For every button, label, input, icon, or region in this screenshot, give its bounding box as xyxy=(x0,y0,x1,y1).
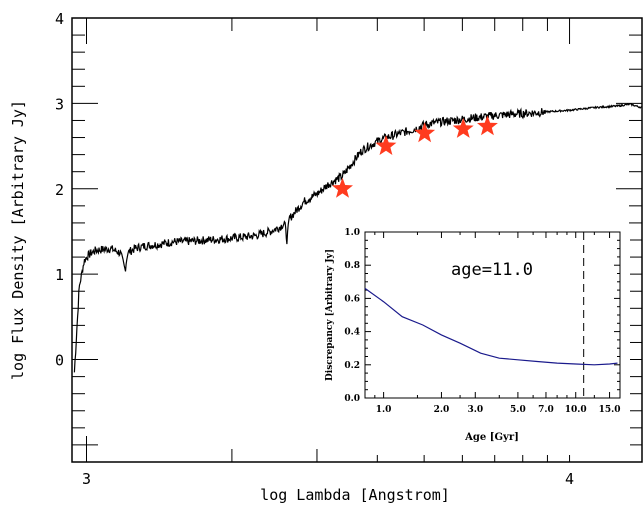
inset-x-tick-label: 3.0 xyxy=(467,405,483,415)
y-tick-label: 1 xyxy=(55,266,64,284)
spectrum-line xyxy=(73,103,643,373)
inset-y-tick-label: 0.2 xyxy=(344,361,360,371)
inset-x-tick-label: 15.0 xyxy=(599,405,621,415)
y-tick-label: 4 xyxy=(55,10,64,28)
star-marker xyxy=(452,118,474,138)
star-marker xyxy=(414,122,436,143)
main-y-axis-label: log Flux Density [Arbitrary Jy] xyxy=(9,100,27,380)
star-marker xyxy=(375,135,397,155)
discrepancy-curve xyxy=(364,287,618,366)
inset-axis-ticks xyxy=(365,231,620,399)
x-tick-label: 3 xyxy=(82,470,91,488)
star-marker xyxy=(477,115,498,136)
inset-y-tick-label: 0.6 xyxy=(344,294,360,304)
inset-y-tick-label: 1.0 xyxy=(344,228,360,238)
age-annotation: age=11.0 xyxy=(451,260,533,280)
inset-x-tick-label: 7.0 xyxy=(538,405,554,415)
photometry-markers xyxy=(332,115,498,198)
inset-y-tick-label: 0.8 xyxy=(344,261,360,271)
y-tick-label: 0 xyxy=(55,352,64,370)
inset-x-tick-label: 10.0 xyxy=(565,405,587,415)
inset-y-tick-label: 0.4 xyxy=(344,328,360,338)
inset-x-tick-label: 5.0 xyxy=(510,405,526,415)
inset-x-axis-label: Age [Gyr] xyxy=(464,432,519,443)
main-x-axis-label: log Lambda [Angstrom] xyxy=(260,486,450,504)
inset-y-axis-label: Discrepancy [Arbitrary Jy] xyxy=(325,249,335,381)
inset-x-tick-label: 2.0 xyxy=(434,405,450,415)
inset-y-tick-labels: 0.0 0.2 0.4 0.6 0.8 1.0 xyxy=(344,228,360,404)
x-tick-label: 4 xyxy=(565,470,574,488)
star-marker xyxy=(332,177,353,198)
y-tick-label: 3 xyxy=(55,95,64,113)
inset-background xyxy=(318,225,630,455)
y-tick-label: 2 xyxy=(55,181,64,199)
inset-x-tick-labels: 1.0 2.0 3.0 5.0 7.0 10.0 15.0 xyxy=(376,405,621,415)
inset-y-tick-label: 0.0 xyxy=(344,394,360,404)
inset-x-tick-label: 1.0 xyxy=(376,405,392,415)
main-y-tick-labels: 0 1 2 3 4 xyxy=(55,10,64,370)
